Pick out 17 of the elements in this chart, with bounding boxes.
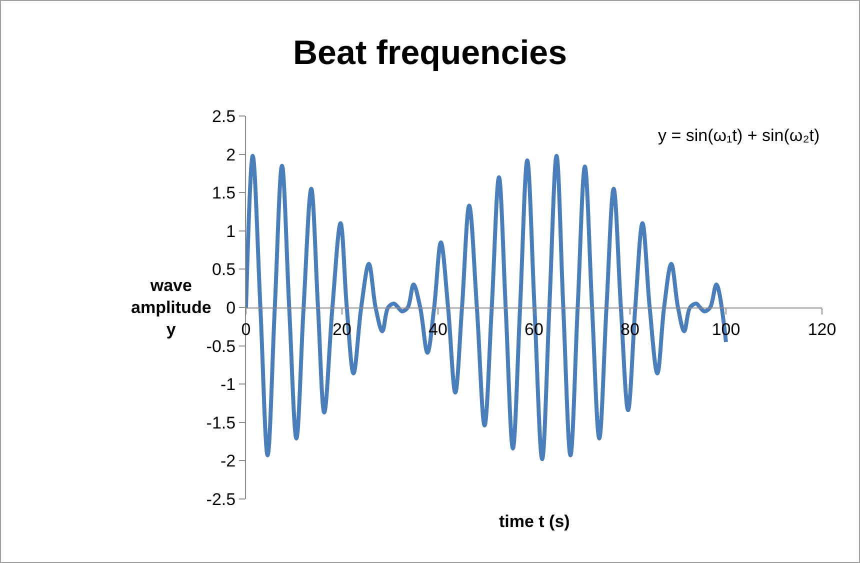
chart-title: Beat frequencies xyxy=(293,34,567,72)
y-tick-label: -1 xyxy=(220,375,236,394)
y-tick-label: 0.5 xyxy=(212,260,236,280)
y-tick-label: 1 xyxy=(226,222,236,241)
y-tick-label: -0.5 xyxy=(206,336,236,356)
x-tick-label: 120 xyxy=(808,320,836,339)
y-tick-label: 1.5 xyxy=(212,184,236,203)
y-tick-label: -2 xyxy=(220,452,236,471)
y-tick-label: -2.5 xyxy=(206,490,236,509)
y-tick-label: 2 xyxy=(226,145,236,164)
y-tick-label: 2.5 xyxy=(212,106,236,126)
x-axis-title: time t (s) xyxy=(499,512,570,531)
y-tick-label: 0 xyxy=(226,298,236,318)
y-axis-title: wave amplitude y xyxy=(131,276,212,340)
x-tick-label: 0 xyxy=(241,320,251,339)
annotation: y = sin(ω₁t) + sin(ω₂t) xyxy=(658,126,820,145)
y-tick-label: -1.5 xyxy=(206,413,236,432)
